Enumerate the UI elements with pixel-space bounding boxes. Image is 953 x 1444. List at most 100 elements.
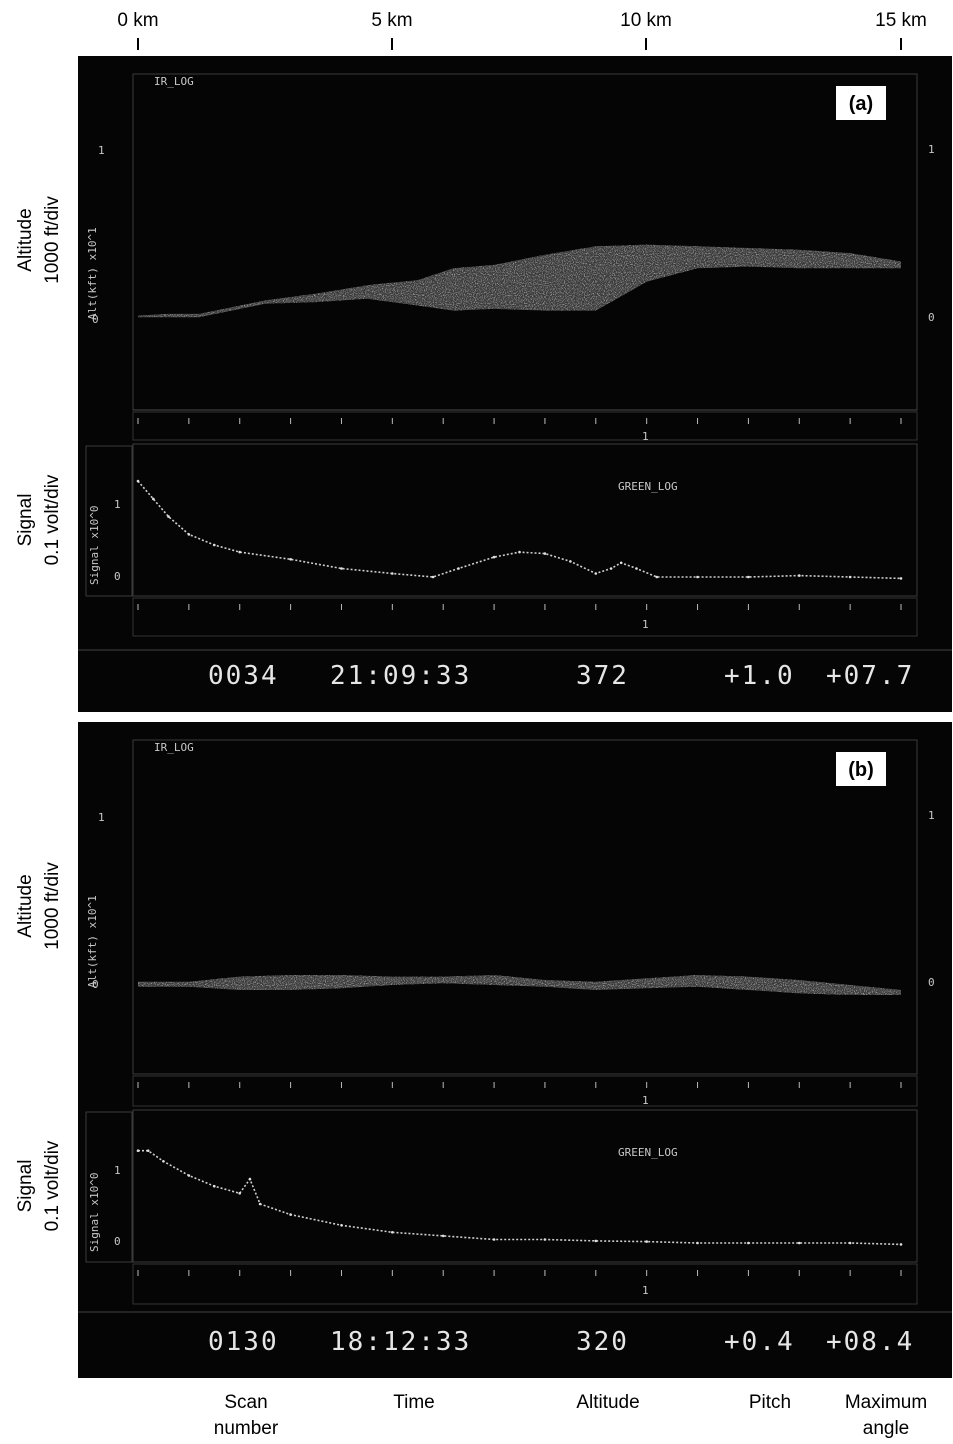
side-label-line2: 0.1 volt/div xyxy=(42,1140,63,1231)
panel-b-altitude-side-label: Altitude 1000 ft/div xyxy=(15,862,63,950)
signal-point xyxy=(258,1202,262,1206)
signal-point xyxy=(213,1184,216,1188)
signal-point xyxy=(340,1224,343,1227)
signal-point xyxy=(899,1243,903,1246)
panel-a-altitude-side-label: Altitude 1000 ft/div xyxy=(15,196,63,284)
panel-a: Altitude 1000 ft/div Signal 0.1 volt/div… xyxy=(15,56,952,712)
signal-point xyxy=(136,479,140,483)
altitude-echo-shade xyxy=(138,975,901,995)
panel-a-readout: 0034 21:09:33 372 +1.0 +07.7 xyxy=(78,649,952,691)
signal-point xyxy=(492,1238,496,1241)
panel-b-signal-plot: GREEN_LOG Signal x10^0 1 0 xyxy=(85,1109,918,1263)
readout-altitude: 320 xyxy=(576,1327,629,1357)
altitude-echo-area xyxy=(138,244,901,318)
y-axis-label: Alt(kft) x10^1 xyxy=(86,895,99,988)
signal-point xyxy=(747,1241,750,1245)
legend-scan-line2: number xyxy=(214,1418,279,1439)
y-tick-top: 1 xyxy=(98,811,105,824)
side-label-line1: Altitude xyxy=(15,874,36,937)
plot-title: GREEN_LOG xyxy=(618,1146,678,1159)
x-marker: 1 xyxy=(642,1094,649,1107)
y-tick-top: 1 xyxy=(114,498,121,511)
right-tick-bottom: 0 xyxy=(928,311,935,324)
signal-point xyxy=(167,515,170,518)
signal-point xyxy=(187,533,191,536)
signal-point xyxy=(213,543,216,547)
readout-pitch: +0.4 xyxy=(724,1327,795,1357)
side-label-line2: 1000 ft/div xyxy=(42,862,63,950)
readout-scan: 0130 xyxy=(208,1327,279,1357)
readout-pitch: +1.0 xyxy=(724,661,795,691)
y-axis-label: Signal x10^0 xyxy=(88,1173,101,1252)
top-tick-label-10: 10 km xyxy=(620,10,672,31)
readout-max-angle: +08.4 xyxy=(826,1327,914,1357)
panel-tag-b-label: (b) xyxy=(848,759,874,781)
signal-point xyxy=(431,575,435,579)
readout-time: 21:09:33 xyxy=(330,661,471,691)
legend-pitch: Pitch xyxy=(749,1392,791,1413)
signal-point xyxy=(899,577,903,580)
x-marker: 1 xyxy=(642,1284,649,1297)
signal-point xyxy=(391,1231,394,1234)
signal-point xyxy=(655,575,659,579)
side-label-line1: Signal xyxy=(15,494,36,547)
signal-point xyxy=(289,1213,292,1216)
signal-point xyxy=(609,567,613,570)
y-axis-label: Signal x10^0 xyxy=(88,506,101,585)
readout-scan: 0034 xyxy=(208,661,279,691)
right-tick-top: 1 xyxy=(928,809,935,822)
panel-tag-a xyxy=(836,86,886,120)
readout-altitude: 372 xyxy=(576,661,629,691)
signal-point xyxy=(747,575,750,579)
top-tick-label-5: 5 km xyxy=(371,10,412,31)
panel-b-tick-strip xyxy=(132,1075,918,1107)
panel-a-altitude-plot: IR_LOG Alt(kft) x10^1 1 0 1 0 xyxy=(86,73,935,411)
signal-point xyxy=(248,1177,252,1181)
legend-max-angle-line2: angle xyxy=(863,1418,910,1439)
signal-point xyxy=(162,1160,165,1163)
altitude-echo-series xyxy=(138,244,901,318)
legend-scan-line1: Scan xyxy=(224,1392,267,1413)
signal-point xyxy=(187,1174,191,1177)
signal-point xyxy=(543,1238,547,1241)
signal-series xyxy=(136,1149,903,1246)
signal-point xyxy=(848,1241,852,1245)
side-label-line2: 0.1 volt/div xyxy=(42,474,63,565)
signal-point xyxy=(152,497,155,501)
right-tick-top: 1 xyxy=(928,143,935,156)
signal-point xyxy=(798,1241,801,1245)
signal-point xyxy=(518,550,521,554)
panel-tag-a-label: (a) xyxy=(849,93,873,115)
signal-point xyxy=(619,561,623,565)
signal-point xyxy=(543,552,547,555)
y-tick-bottom: 0 xyxy=(92,313,99,326)
top-tick-label-0: 0 km xyxy=(117,10,158,31)
side-label-line1: Signal xyxy=(15,1160,36,1213)
altitude-echo-series xyxy=(138,975,901,995)
plot-title: IR_LOG xyxy=(154,75,194,88)
signal-point xyxy=(289,558,292,561)
panel-b-signal-side-label: Signal 0.1 volt/div xyxy=(15,1140,63,1231)
x-marker: 1 xyxy=(642,618,649,631)
signal-point xyxy=(136,1149,140,1152)
signal-point xyxy=(146,1149,150,1152)
y-tick-top: 1 xyxy=(98,144,105,157)
signal-point xyxy=(391,572,394,575)
panel-a-signal-plot: GREEN_LOG Signal x10^0 1 0 xyxy=(85,443,918,597)
y-tick-top: 1 xyxy=(114,1164,121,1177)
y-tick-bottom: 0 xyxy=(114,1235,121,1248)
signal-point xyxy=(594,572,598,575)
signal-point xyxy=(340,567,343,570)
signal-point xyxy=(848,575,852,579)
y-tick-bottom: 0 xyxy=(114,570,121,583)
signal-point xyxy=(635,567,638,570)
legend-max-angle-line1: Maximum xyxy=(845,1392,927,1413)
panel-a-signal-side-label: Signal 0.1 volt/div xyxy=(15,474,63,565)
signal-point xyxy=(696,575,699,579)
signal-point xyxy=(441,1234,445,1238)
panel-b-screen xyxy=(78,722,952,1378)
signal-point xyxy=(238,550,241,554)
signal-point xyxy=(569,560,572,563)
side-label-line2: 1000 ft/div xyxy=(42,196,63,284)
